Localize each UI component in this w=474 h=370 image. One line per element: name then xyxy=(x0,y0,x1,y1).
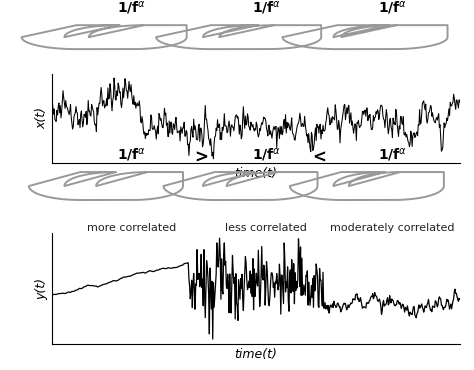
Text: <: < xyxy=(312,148,326,166)
Y-axis label: y(t): y(t) xyxy=(35,278,48,300)
Text: 1/f$^{\alpha}$: 1/f$^{\alpha}$ xyxy=(378,146,407,163)
Text: moderately correlated: moderately correlated xyxy=(330,223,455,233)
Text: 1/f$^{\alpha}$: 1/f$^{\alpha}$ xyxy=(252,0,281,16)
Text: 1/f$^{\alpha}$: 1/f$^{\alpha}$ xyxy=(117,146,146,163)
Y-axis label: x(t): x(t) xyxy=(35,107,48,130)
X-axis label: time(t): time(t) xyxy=(235,348,277,361)
Text: 1/f$^{\alpha}$: 1/f$^{\alpha}$ xyxy=(117,0,146,16)
Text: >: > xyxy=(194,148,208,166)
X-axis label: time(t): time(t) xyxy=(235,167,277,180)
Text: 1/f$^{\alpha}$: 1/f$^{\alpha}$ xyxy=(378,0,407,16)
Text: more correlated: more correlated xyxy=(87,223,176,233)
Text: less correlated: less correlated xyxy=(225,223,307,233)
Text: 1/f$^{\alpha}$: 1/f$^{\alpha}$ xyxy=(252,146,281,163)
